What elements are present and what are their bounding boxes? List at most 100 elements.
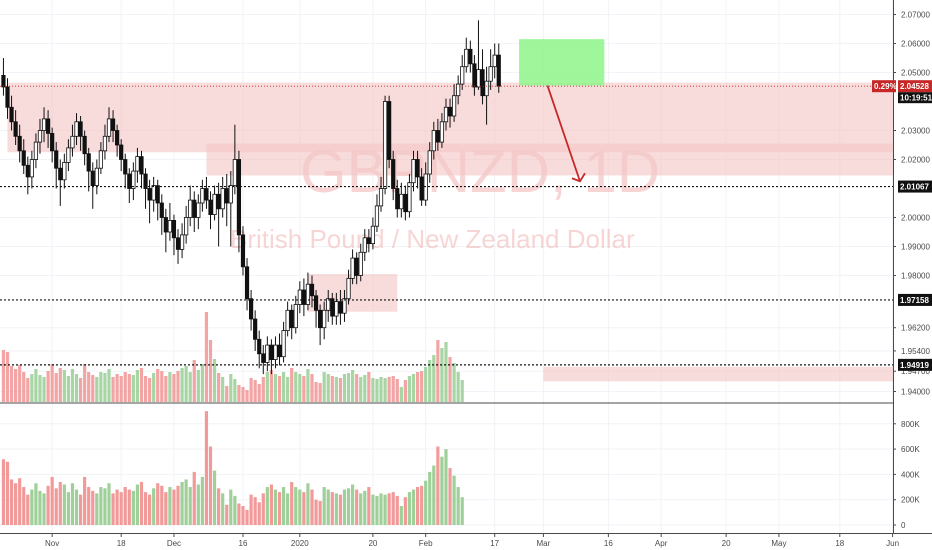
volume-overlay-bar (346, 373, 351, 402)
candle-body (119, 144, 124, 160)
volume-overlay-bar (18, 365, 22, 402)
volume-bar (34, 483, 38, 525)
candle-body (293, 304, 298, 329)
candle-body (139, 156, 144, 175)
candle-body (309, 283, 315, 297)
volume-bar (83, 476, 87, 525)
candle-body (488, 66, 493, 82)
candle-body (240, 234, 246, 268)
volume-overlay-bar (379, 377, 383, 402)
candle-body (37, 130, 43, 143)
volume-overlay-bar (5, 352, 10, 402)
candle-body (334, 301, 339, 317)
volume-overlay-bar (403, 380, 407, 402)
candle-body (179, 234, 185, 250)
volume-overlay-bar (225, 386, 229, 402)
level-label: 1.97158 (900, 296, 929, 305)
candle-body (464, 48, 469, 68)
volume-bar (204, 411, 209, 525)
volume-bar (111, 493, 115, 525)
level-label-bg (898, 358, 932, 371)
candle-body (25, 164, 30, 178)
candle-body (338, 301, 343, 314)
volume-overlay-bar (420, 371, 424, 402)
volume-bar (143, 492, 148, 525)
time-tick-label: 20 (722, 539, 731, 548)
candle-body (123, 159, 128, 175)
time-tick-label: 17 (490, 539, 499, 548)
volume-bar (273, 489, 278, 525)
volume-overlay-bar (221, 377, 225, 402)
volume-overlay-bar (237, 385, 241, 402)
volume-overlay-bar (367, 372, 371, 402)
candle-body (305, 283, 311, 305)
volume-overlay-bar (143, 376, 148, 402)
volume-overlay-bar (294, 372, 298, 402)
volume-bar (371, 494, 375, 525)
volume-overlay-bar (127, 374, 131, 402)
candle-body (5, 86, 10, 108)
volume-overlay-bar (424, 367, 428, 402)
volume-bar (22, 487, 26, 525)
countdown-tag: 10:19:51 (900, 94, 932, 103)
candle-body (403, 193, 408, 213)
volume-bar (87, 487, 91, 525)
volume-bar (375, 495, 379, 525)
volume-bar (217, 488, 221, 525)
volume-bar (180, 481, 184, 525)
candle-body (395, 188, 400, 210)
volume-bar (196, 484, 200, 525)
resistance-zone (206, 143, 893, 176)
volume-bar (229, 489, 233, 525)
volume-overlay-bar (196, 370, 200, 402)
volume-bar (212, 470, 217, 525)
volume-tick-label: 600K (901, 445, 920, 454)
volume-overlay-bar (131, 375, 135, 402)
candle-body (366, 237, 371, 245)
volume-overlay-bar (342, 374, 347, 402)
volume-tick-label: 400K (901, 470, 920, 479)
candle-body (216, 193, 221, 210)
candle-body (135, 156, 140, 172)
candle-body (456, 83, 461, 97)
volume-overlay-bar (54, 373, 58, 402)
volume-overlay-bar (103, 373, 107, 402)
candle-body (143, 173, 148, 189)
volume-overlay-bar (9, 366, 14, 402)
candle-body (257, 338, 262, 355)
volume-overlay-bar (399, 387, 403, 402)
candle-body (66, 147, 71, 163)
candle-body (472, 63, 477, 88)
volume-bar (387, 493, 391, 525)
volume-bar (91, 490, 95, 525)
volume-overlay-bar (70, 369, 75, 402)
candle-body (374, 205, 380, 227)
level-label-bg (898, 180, 932, 193)
volume-overlay-bar (176, 371, 180, 402)
candle-body (200, 188, 205, 204)
candle-body (322, 309, 327, 329)
candle-body (106, 118, 112, 137)
candle-body (228, 185, 233, 204)
volume-bar (456, 487, 460, 525)
volume-overlay-bar (383, 378, 387, 402)
volume-bar (152, 488, 156, 525)
volume-overlay-bar (164, 376, 168, 402)
volume-bar (420, 485, 424, 525)
volume-overlay-bar (281, 372, 286, 402)
candle-body (1, 75, 6, 88)
volume-overlay-bar (99, 372, 103, 402)
volume-bar (30, 489, 34, 525)
volume-bar (237, 503, 241, 525)
candle-body (496, 54, 501, 87)
volume-bar (54, 488, 58, 525)
volume-overlay-bar (444, 342, 448, 402)
volume-overlay-bar (38, 375, 42, 402)
volume-bar (241, 506, 245, 525)
volume-bar (46, 485, 50, 525)
level-label: 1.94919 (900, 361, 929, 370)
volume-overlay-bar (168, 372, 172, 402)
forecast-arrow-head (571, 172, 586, 183)
volume-bar (411, 489, 416, 525)
